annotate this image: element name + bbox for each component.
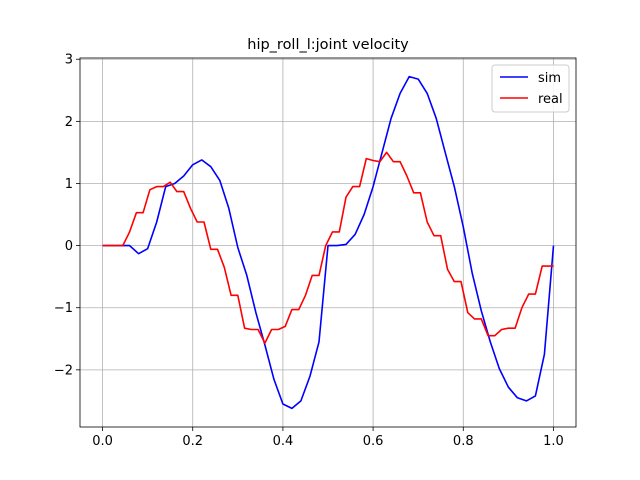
series-layer <box>102 75 555 410</box>
y-tick-label: 1 <box>65 177 73 192</box>
x-tick-label: 0.6 <box>363 434 384 449</box>
series-line-sim <box>102 75 555 410</box>
legend: sim real <box>491 64 570 113</box>
grid-layer <box>80 58 576 427</box>
tick-layer: 0.0 0.2 0.4 0.6 0.8 1.0 −2 −1 0 1 2 3 <box>54 53 564 449</box>
y-tick-label: −1 <box>54 301 73 316</box>
y-tick-label: −2 <box>54 363 73 378</box>
legend-label-sim: sim <box>538 71 561 86</box>
legend-label-real: real <box>538 92 563 107</box>
y-tick-label: 2 <box>65 115 73 130</box>
y-tick-label: 3 <box>65 53 73 68</box>
series-line-real <box>102 151 554 344</box>
x-tick-label: 0.2 <box>182 434 203 449</box>
chart-title: hip_roll_l:joint velocity <box>247 37 409 53</box>
y-tick-label: 0 <box>65 239 73 254</box>
x-tick-label: 1.0 <box>543 434 564 449</box>
plot-frame <box>79 57 577 428</box>
x-tick-label: 0.8 <box>453 434 474 449</box>
x-tick-label: 0.0 <box>92 434 113 449</box>
x-tick-label: 0.4 <box>273 434 294 449</box>
